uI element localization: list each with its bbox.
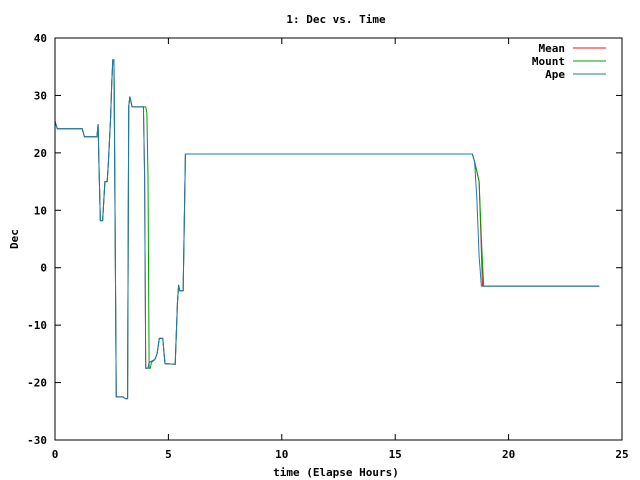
x-tick-label: 10 bbox=[275, 448, 288, 461]
legend-label-mean: Mean bbox=[539, 42, 566, 55]
y-tick-label: 40 bbox=[34, 32, 47, 45]
y-tick-label: 30 bbox=[34, 89, 47, 102]
legend-label-mount: Mount bbox=[532, 55, 565, 68]
x-tick-label: 5 bbox=[165, 448, 172, 461]
y-tick-label: 0 bbox=[40, 262, 47, 275]
x-tick-label: 15 bbox=[389, 448, 402, 461]
axis-ticks: 0 5 10 15 20 25 -30 -20 -10 0 10 20 30 40 bbox=[27, 32, 629, 461]
y-tick-label: -20 bbox=[27, 377, 47, 390]
chart-title: 1: Dec vs. Time bbox=[286, 13, 386, 26]
series-line-ape bbox=[54, 59, 600, 400]
y-axis-label: Dec bbox=[8, 229, 21, 249]
x-tick-label: 25 bbox=[615, 448, 628, 461]
series-line-mount bbox=[54, 59, 600, 400]
y-tick-label: -30 bbox=[27, 434, 47, 447]
y-tick-label: 20 bbox=[34, 147, 47, 160]
plot-frame bbox=[54, 37, 623, 441]
y-tick-label: -10 bbox=[27, 319, 47, 332]
series-group bbox=[54, 59, 600, 400]
legend-label-ape: Ape bbox=[545, 68, 565, 81]
x-tick-label: 20 bbox=[502, 448, 515, 461]
x-tick-label: 0 bbox=[52, 448, 59, 461]
series-line-mean bbox=[54, 59, 600, 400]
x-axis-label: time (Elapse Hours) bbox=[273, 466, 399, 479]
y-tick-label: 10 bbox=[34, 204, 47, 217]
